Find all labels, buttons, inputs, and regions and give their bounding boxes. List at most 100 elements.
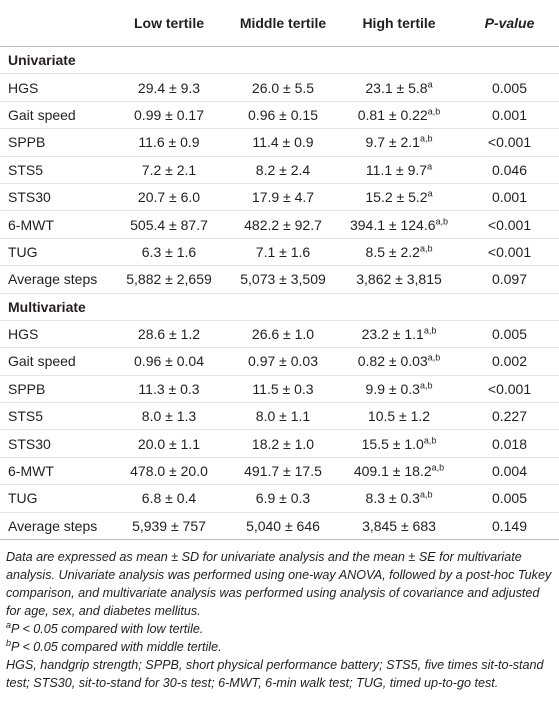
cell: 20.7 ± 6.0 [110, 183, 228, 212]
section-title: Univariate [0, 46, 559, 75]
row-label: SPPB [0, 128, 110, 157]
cell: 8.0 ± 1.3 [110, 402, 228, 431]
cell-superscript: a,b [419, 380, 433, 391]
row-label: Gait speed [0, 101, 110, 130]
cell: 0.227 [460, 402, 559, 431]
footnote-marker: a [6, 619, 12, 630]
cell: 11.5 ± 0.3 [228, 375, 338, 404]
cell: 15.5 ± 1.0a,b [338, 429, 460, 458]
cell-value: 9.9 ± 0.3 [365, 380, 420, 397]
footnote-text: P < 0.05 compared with middle tertile. [11, 640, 222, 655]
header-row: Low tertile Middle tertile High tertile P-v… [0, 0, 559, 47]
data-row: TUG 6.8 ± 0.4 6.9 ± 0.3 8.3 ± 0.3a,b 0.005 [0, 484, 559, 513]
footnote: HGS, handgrip strength; SPPB, short phys… [6, 656, 553, 692]
row-label: STS30 [0, 429, 110, 458]
row-label: HGS [0, 320, 110, 349]
cell: 17.9 ± 4.7 [228, 183, 338, 212]
cell: 478.0 ± 20.0 [110, 457, 228, 486]
cell-superscript: a [427, 78, 433, 89]
cell-value: 9.7 ± 2.1 [365, 134, 420, 151]
row-label: STS30 [0, 183, 110, 212]
cell-value: 8.5 ± 2.2 [365, 243, 420, 260]
data-row: Average steps 5,939 ± 757 5,040 ± 646 3,845… [0, 512, 559, 541]
cell: 0.149 [460, 512, 559, 541]
cell: 0.96 ± 0.15 [228, 101, 338, 130]
cell: 409.1 ± 18.2a,b [338, 457, 460, 486]
cell: 9.7 ± 2.1a,b [338, 128, 460, 157]
cell: 7.2 ± 2.1 [110, 156, 228, 184]
cell-superscript: a,b [419, 489, 433, 500]
cell-superscript: a,b [427, 106, 441, 117]
cell-superscript: a [427, 188, 433, 199]
data-row: STS30 20.0 ± 1.1 18.2 ± 1.0 15.5 ± 1.0a,b 0.… [0, 429, 559, 458]
cell: 3,845 ± 683 [338, 512, 460, 541]
cell: 491.7 ± 17.5 [228, 457, 338, 486]
section-row: Univariate [0, 46, 559, 75]
footnote: aP < 0.05 compared with low tertile. [6, 620, 553, 638]
cell: <0.001 [460, 210, 559, 239]
cell: 8.3 ± 0.3a,b [338, 484, 460, 513]
cell: 0.96 ± 0.04 [110, 347, 228, 376]
cell: 0.046 [460, 156, 559, 184]
cell: 15.2 ± 5.2a [338, 183, 460, 212]
footnote-text: Data are expressed as mean ± SD for univ… [6, 550, 552, 619]
cell: <0.001 [460, 375, 559, 404]
data-row: STS5 7.2 ± 2.1 8.2 ± 2.4 11.1 ± 9.7a 0.046 [0, 156, 559, 184]
row-label: SPPB [0, 375, 110, 404]
cell: 0.81 ± 0.22a,b [338, 101, 460, 130]
row-label: STS5 [0, 156, 110, 184]
cell: 0.99 ± 0.17 [110, 101, 228, 130]
cell-value: 394.1 ± 124.6 [349, 216, 436, 233]
cell-value: 23.2 ± 1.1 [361, 326, 424, 343]
cell: 0.018 [460, 429, 559, 458]
cell: 8.5 ± 2.2a,b [338, 238, 460, 267]
cell: 11.4 ± 0.9 [228, 128, 338, 157]
cell: 5,939 ± 757 [110, 512, 228, 541]
cell: 10.5 ± 1.2 [338, 402, 460, 431]
row-label: Average steps [0, 265, 110, 294]
cell: <0.001 [460, 128, 559, 157]
column-header: Middle tertile [228, 0, 338, 47]
cell: 0.005 [460, 73, 559, 102]
data-row: HGS 29.4 ± 9.3 26.0 ± 5.5 23.1 ± 5.8a 0.005 [0, 73, 559, 102]
cell: 11.6 ± 0.9 [110, 128, 228, 157]
footnote-text: P < 0.05 compared with low tertile. [11, 622, 204, 637]
cell: 0.82 ± 0.03a,b [338, 347, 460, 376]
cell-value: 0.81 ± 0.22 [357, 106, 428, 123]
column-header: P-value [460, 0, 559, 47]
data-row: Average steps 5,882 ± 2,659 5,073 ± 3,509 3… [0, 265, 559, 294]
cell-value: 409.1 ± 18.2 [353, 463, 432, 480]
cell: 20.0 ± 1.1 [110, 429, 228, 458]
cell: 3,862 ± 3,815 [338, 265, 460, 294]
row-label: TUG [0, 484, 110, 513]
data-row: STS30 20.7 ± 6.0 17.9 ± 4.7 15.2 ± 5.2a 0.00… [0, 183, 559, 212]
cell-value: 15.2 ± 5.2 [365, 189, 428, 206]
column-header [0, 0, 110, 47]
row-label: Gait speed [0, 347, 110, 376]
data-row: HGS 28.6 ± 1.2 26.6 ± 1.0 23.2 ± 1.1a,b 0.00… [0, 320, 559, 349]
cell: 0.005 [460, 320, 559, 349]
cell-superscript: a [427, 161, 433, 172]
cell: 505.4 ± 87.7 [110, 210, 228, 239]
cell-superscript: a,b [435, 215, 449, 226]
cell: 0.001 [460, 101, 559, 130]
footnotes: Data are expressed as mean ± SD for univ… [0, 540, 559, 692]
cell-value: 0.82 ± 0.03 [357, 353, 428, 370]
data-row: STS5 8.0 ± 1.3 8.0 ± 1.1 10.5 ± 1.2 0.227 [0, 402, 559, 431]
cell-superscript: a,b [423, 325, 437, 336]
cell: 11.1 ± 9.7a [338, 156, 460, 184]
column-header: High tertile [338, 0, 460, 47]
footnote: Data are expressed as mean ± SD for univ… [6, 548, 553, 620]
cell: 23.1 ± 5.8a [338, 73, 460, 102]
cell: 26.0 ± 5.5 [228, 73, 338, 102]
cell: 5,882 ± 2,659 [110, 265, 228, 294]
cell: 482.2 ± 92.7 [228, 210, 338, 239]
cell: 6.9 ± 0.3 [228, 484, 338, 513]
cell-value: 23.1 ± 5.8 [365, 79, 428, 96]
data-row: 6-MWT 505.4 ± 87.7 482.2 ± 92.7 394.1 ± 124… [0, 210, 559, 239]
cell: 8.0 ± 1.1 [228, 402, 338, 431]
cell: 5,073 ± 3,509 [228, 265, 338, 294]
section-row: Multivariate [0, 293, 559, 321]
row-label: 6-MWT [0, 210, 110, 239]
